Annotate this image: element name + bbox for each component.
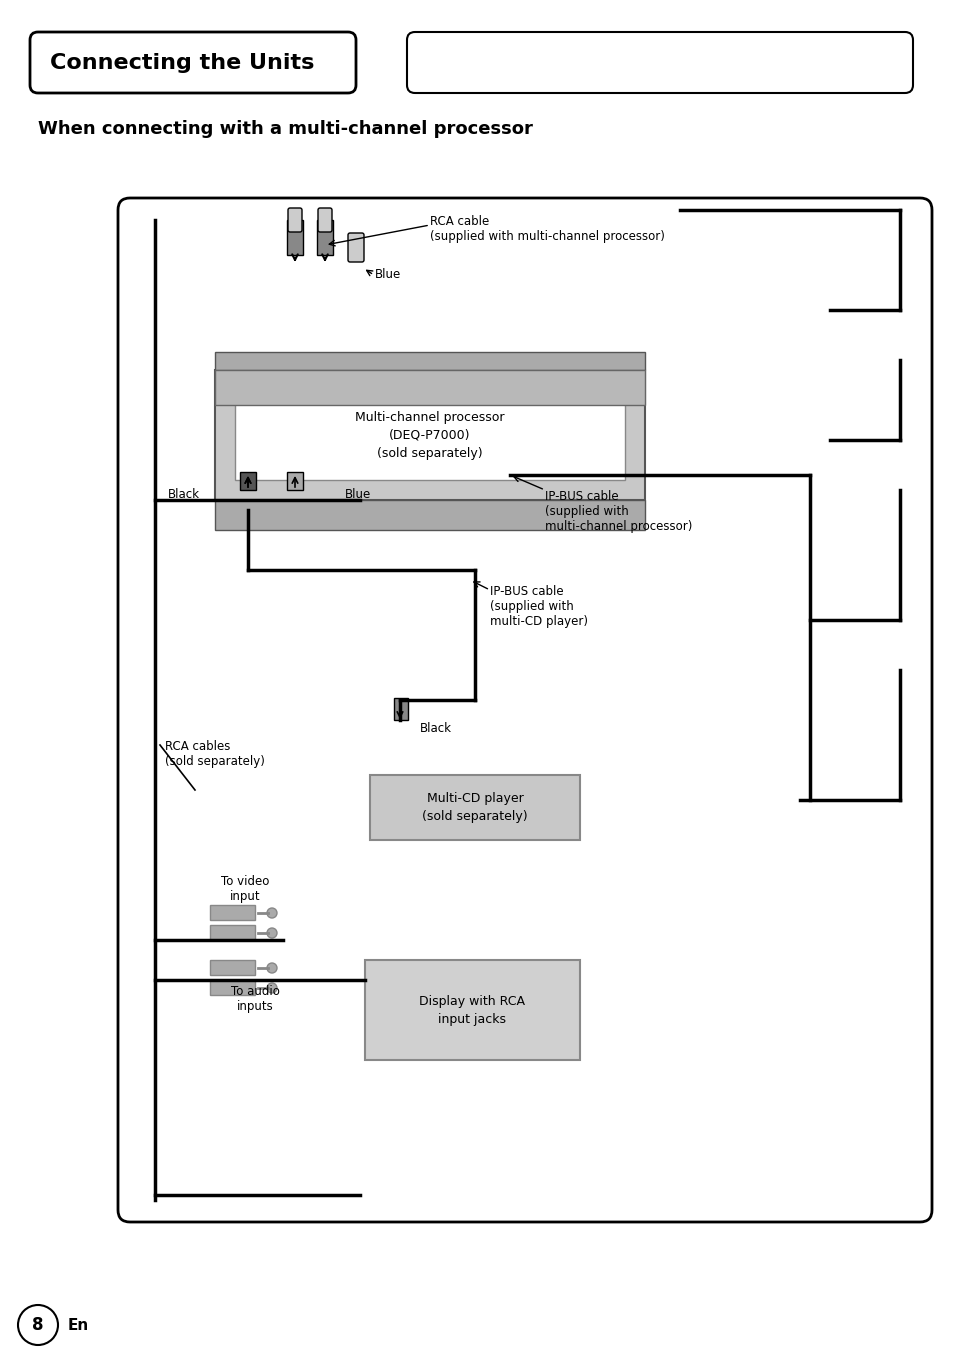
Text: Multi-channel processor
(DEQ-P7000)
(sold separately): Multi-channel processor (DEQ-P7000) (sol…: [355, 411, 504, 459]
FancyBboxPatch shape: [287, 472, 303, 491]
Text: To video
input: To video input: [220, 875, 269, 902]
FancyBboxPatch shape: [210, 980, 254, 995]
FancyBboxPatch shape: [234, 390, 624, 480]
Circle shape: [18, 1305, 58, 1346]
Text: 8: 8: [32, 1316, 44, 1335]
FancyBboxPatch shape: [214, 370, 644, 500]
Text: Multi-CD player
(sold separately): Multi-CD player (sold separately): [422, 793, 527, 822]
FancyBboxPatch shape: [317, 209, 332, 232]
FancyBboxPatch shape: [365, 959, 579, 1060]
FancyBboxPatch shape: [288, 209, 302, 232]
FancyBboxPatch shape: [394, 698, 408, 720]
FancyBboxPatch shape: [214, 500, 644, 530]
Text: IP-BUS cable
(supplied with
multi-CD player): IP-BUS cable (supplied with multi-CD pla…: [490, 585, 587, 627]
Text: Blue: Blue: [345, 489, 371, 501]
Text: RCA cables
(sold separately): RCA cables (sold separately): [165, 740, 265, 768]
FancyBboxPatch shape: [348, 233, 364, 262]
Text: Black: Black: [168, 489, 200, 501]
FancyBboxPatch shape: [214, 370, 644, 405]
FancyBboxPatch shape: [407, 33, 912, 93]
FancyBboxPatch shape: [240, 472, 255, 491]
Circle shape: [267, 982, 276, 993]
Circle shape: [267, 908, 276, 917]
Text: Connecting the Units: Connecting the Units: [50, 53, 314, 73]
FancyBboxPatch shape: [210, 925, 254, 940]
FancyBboxPatch shape: [210, 905, 254, 920]
Text: Black: Black: [419, 721, 452, 734]
Circle shape: [267, 963, 276, 973]
FancyBboxPatch shape: [287, 220, 303, 255]
FancyBboxPatch shape: [118, 198, 931, 1222]
FancyBboxPatch shape: [370, 775, 579, 840]
Circle shape: [267, 928, 276, 938]
Text: IP-BUS cable
(supplied with
multi-channel processor): IP-BUS cable (supplied with multi-channe…: [544, 491, 692, 533]
Text: To audio
inputs: To audio inputs: [231, 985, 279, 1014]
Text: Blue: Blue: [375, 268, 401, 282]
FancyBboxPatch shape: [210, 959, 254, 976]
Text: Display with RCA
input jacks: Display with RCA input jacks: [419, 995, 525, 1026]
FancyBboxPatch shape: [316, 220, 333, 255]
Text: En: En: [68, 1317, 90, 1332]
Text: When connecting with a multi-channel processor: When connecting with a multi-channel pro…: [38, 121, 533, 138]
FancyBboxPatch shape: [214, 352, 644, 370]
Text: RCA cable
(supplied with multi-channel processor): RCA cable (supplied with multi-channel p…: [430, 215, 664, 243]
FancyBboxPatch shape: [30, 33, 355, 93]
